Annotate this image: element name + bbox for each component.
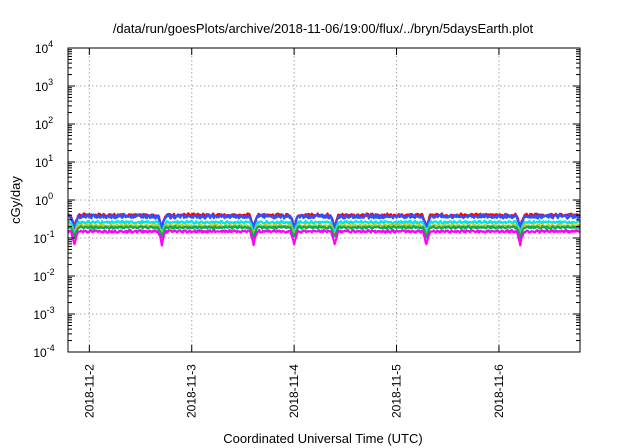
grid-lines <box>68 48 580 352</box>
data-series <box>67 212 581 247</box>
y-tick-label: 100 <box>35 191 53 208</box>
axis-ticks <box>68 47 580 353</box>
x-tick-label: 2018-11-4 <box>287 364 301 418</box>
series-line <box>67 228 581 247</box>
chart-title: /data/run/goesPlots/archive/2018-11-06/1… <box>113 21 534 36</box>
y-axis-tick-labels: 10-4 10-3 10-2 10-1 100 101 102 103 104 <box>33 39 54 360</box>
x-axis-tick-labels: 2018-11-2 2018-11-3 2018-11-4 2018-11-5 2018… <box>82 364 506 418</box>
y-tick-label: 10-4 <box>33 343 54 360</box>
y-tick-label: 10-1 <box>33 229 54 246</box>
y-tick-label: 10-2 <box>33 267 54 284</box>
y-tick-label: 104 <box>35 39 53 56</box>
x-tick-label: 2018-11-3 <box>185 364 199 418</box>
x-axis-label: Coordinated Universal Time (UTC) <box>223 431 422 446</box>
series-line <box>67 225 581 240</box>
series-line <box>67 219 581 236</box>
x-tick-label: 2018-11-6 <box>492 364 506 418</box>
y-tick-label: 101 <box>35 153 53 170</box>
y-tick-label: 102 <box>35 115 53 132</box>
x-tick-label: 2018-11-5 <box>390 364 404 418</box>
series-line <box>67 213 581 231</box>
y-tick-label: 103 <box>35 77 53 94</box>
y-axis-label: cGy/day <box>8 176 23 224</box>
y-tick-label: 10-3 <box>33 305 54 322</box>
x-tick-label: 2018-11-2 <box>82 364 96 418</box>
